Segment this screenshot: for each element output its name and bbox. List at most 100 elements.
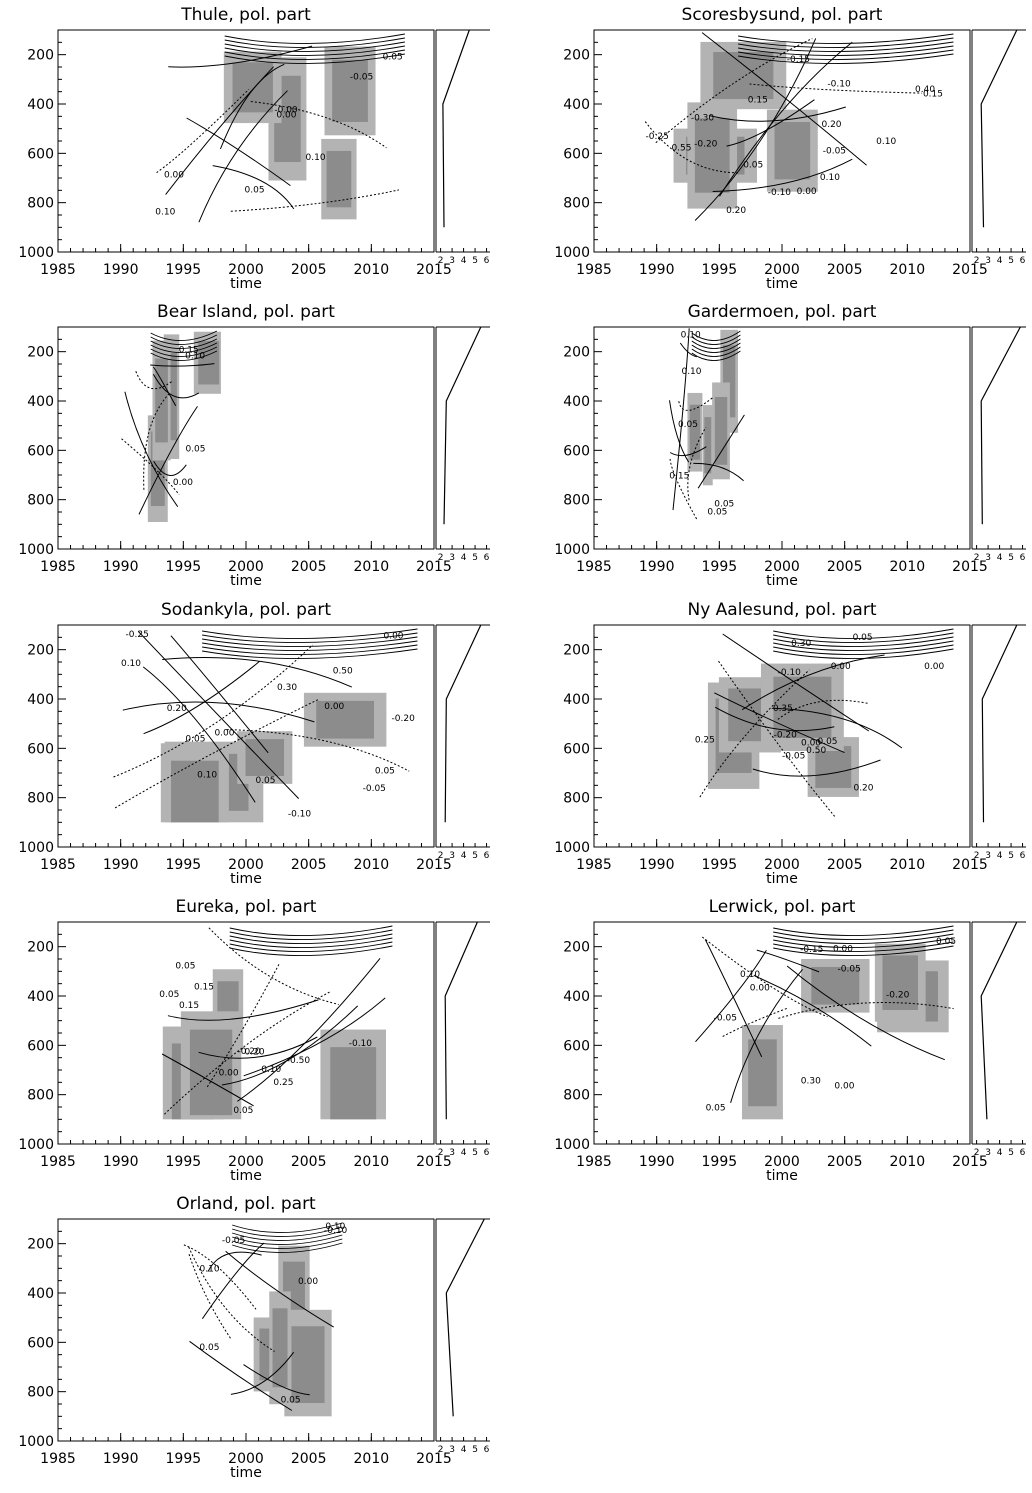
contour-line bbox=[691, 338, 741, 349]
x-tick-label: 2015 bbox=[416, 1451, 452, 1467]
side-tick-label: 3 bbox=[449, 851, 455, 861]
x-tick-label: 1990 bbox=[103, 559, 139, 575]
contour-label: 0.10 bbox=[820, 173, 840, 183]
y-tick-label: 1000 bbox=[18, 245, 54, 261]
x-axis-label: time bbox=[766, 871, 798, 887]
contour-line bbox=[232, 1234, 343, 1245]
contour-line bbox=[786, 965, 945, 1061]
contour-line bbox=[202, 632, 418, 643]
contour-line bbox=[150, 346, 218, 357]
contour-label: -0.20 bbox=[237, 1047, 261, 1057]
contour-line bbox=[225, 1250, 334, 1328]
contour-line bbox=[224, 53, 405, 64]
y-tick-label: 600 bbox=[27, 1335, 54, 1351]
x-tick-label: 2015 bbox=[416, 1154, 452, 1170]
shade-dark bbox=[689, 404, 701, 460]
y-tick-label: 1000 bbox=[554, 245, 590, 261]
y-tick-label: 400 bbox=[27, 692, 54, 708]
y-tick-label: 1000 bbox=[18, 1434, 54, 1450]
contour-line bbox=[752, 759, 881, 777]
contour-panel: Eureka, pol. part -0.10 0.05 -0.50 0.15 -0.20… bbox=[0, 892, 490, 1184]
shade-dark bbox=[704, 417, 712, 474]
side-tick-label: 5 bbox=[1008, 1148, 1014, 1158]
side-tick-label: 6 bbox=[1020, 851, 1026, 861]
side-tick-label: 3 bbox=[449, 1445, 455, 1455]
x-tick-label: 1995 bbox=[702, 857, 738, 873]
contour-line bbox=[122, 701, 315, 723]
x-tick-label: 2010 bbox=[890, 857, 926, 873]
shade-dark bbox=[694, 118, 730, 193]
side-tick-label: 2 bbox=[438, 1148, 444, 1158]
shade-dark bbox=[316, 700, 375, 739]
contour-label: -0.25 bbox=[646, 132, 669, 142]
contour-label: -0.30 bbox=[691, 113, 715, 123]
side-tick-label: 5 bbox=[472, 553, 478, 563]
side-tick-label: 3 bbox=[449, 553, 455, 563]
x-axis-label: time bbox=[230, 1168, 262, 1184]
x-tick-label: 2000 bbox=[228, 559, 264, 575]
contour-line bbox=[229, 945, 393, 956]
contour-line bbox=[143, 661, 260, 735]
shade-dark bbox=[811, 967, 860, 1005]
y-tick-label: 200 bbox=[563, 48, 590, 64]
contour-lines bbox=[644, 32, 954, 221]
side-tick-label: 5 bbox=[1008, 851, 1014, 861]
contour-label: 0.30 bbox=[801, 1077, 821, 1087]
contour-line bbox=[212, 165, 295, 210]
contour-line bbox=[691, 350, 741, 361]
contour-label: 0.55 bbox=[671, 143, 691, 153]
side-tick-label: 3 bbox=[449, 256, 455, 266]
contour-label: -0.05 bbox=[823, 147, 846, 157]
shade-dark bbox=[326, 150, 352, 208]
y-tick-label: 400 bbox=[27, 97, 54, 113]
contour-line bbox=[754, 975, 872, 1047]
contour-label: 0.05 bbox=[199, 1343, 219, 1353]
contour-line bbox=[150, 338, 218, 349]
contour-label: 0.10 bbox=[121, 659, 141, 669]
shading-group bbox=[160, 692, 387, 823]
x-tick-label: 2000 bbox=[228, 262, 264, 278]
contour-line bbox=[773, 640, 954, 651]
contour-label: 0.05 bbox=[678, 420, 698, 430]
contour-line bbox=[644, 121, 738, 174]
contour-line bbox=[738, 37, 954, 48]
panel-title: Lerwick, pol. part bbox=[709, 897, 856, 917]
y-tick-label: 600 bbox=[563, 1038, 590, 1054]
x-tick-label: 1985 bbox=[40, 262, 76, 278]
contour-line bbox=[188, 1246, 275, 1352]
contour-line bbox=[202, 644, 418, 655]
x-tick-label: 1990 bbox=[639, 262, 675, 278]
side-tick-label: 5 bbox=[1008, 256, 1014, 266]
shade-dark bbox=[245, 739, 285, 776]
side-profile-line bbox=[444, 921, 478, 1120]
contour-line bbox=[229, 929, 393, 940]
contour-line bbox=[243, 997, 386, 1077]
contour-line bbox=[773, 929, 954, 940]
panel-svg: Orland, pol. part -0.10 0.05 0.10 -0.05 0.00 0… bbox=[18, 1194, 490, 1481]
x-tick-label: 2000 bbox=[764, 262, 800, 278]
side-profile-line bbox=[980, 29, 1018, 228]
contour-lines bbox=[156, 33, 405, 223]
side-tick-label: 6 bbox=[484, 256, 490, 266]
contour-label: 0.05 bbox=[175, 962, 195, 972]
side-tick-label: 4 bbox=[461, 256, 467, 266]
contour-label: 0.25 bbox=[695, 735, 715, 745]
contour-line bbox=[773, 644, 954, 655]
contour-line bbox=[691, 334, 741, 345]
x-tick-label: 2000 bbox=[764, 1154, 800, 1170]
contour-lines bbox=[113, 628, 418, 809]
x-tick-label: 2005 bbox=[291, 1154, 327, 1170]
y-tick-label: 400 bbox=[27, 989, 54, 1005]
x-tick-label: 1995 bbox=[702, 1154, 738, 1170]
contour-label: 0.20 bbox=[245, 1048, 265, 1058]
panel-title: Orland, pol. part bbox=[176, 1194, 316, 1214]
contour-line bbox=[202, 628, 418, 639]
y-tick-label: 1000 bbox=[554, 840, 590, 856]
contour-label: -0.00 bbox=[274, 105, 298, 115]
contour-line bbox=[773, 925, 954, 936]
contour-label: -0.10 bbox=[768, 188, 792, 198]
x-tick-label: 2005 bbox=[827, 857, 863, 873]
x-tick-label: 2015 bbox=[952, 262, 988, 278]
y-tick-label: 200 bbox=[27, 1237, 54, 1253]
side-tick-label: 6 bbox=[1020, 1148, 1026, 1158]
